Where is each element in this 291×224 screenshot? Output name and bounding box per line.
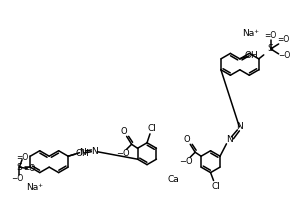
Text: =O: =O bbox=[278, 35, 290, 45]
Text: =O: =O bbox=[265, 30, 277, 39]
Text: Na⁺: Na⁺ bbox=[242, 28, 259, 38]
Text: Na⁺: Na⁺ bbox=[26, 183, 43, 192]
Text: Cl: Cl bbox=[211, 182, 220, 191]
Text: −O: −O bbox=[11, 174, 24, 183]
Text: −O: −O bbox=[180, 157, 193, 166]
Text: Cl: Cl bbox=[148, 124, 156, 133]
Text: Ca: Ca bbox=[168, 175, 180, 184]
Text: −O: −O bbox=[116, 149, 129, 158]
Text: O: O bbox=[184, 135, 191, 144]
Text: N: N bbox=[91, 147, 98, 156]
Text: S: S bbox=[17, 163, 22, 172]
Text: N: N bbox=[79, 148, 86, 157]
Text: OH: OH bbox=[75, 149, 89, 158]
Text: −O: −O bbox=[278, 51, 291, 60]
Text: OH: OH bbox=[245, 51, 259, 60]
Text: =O: =O bbox=[17, 153, 29, 162]
Text: O: O bbox=[120, 127, 127, 136]
Text: =O: =O bbox=[23, 164, 35, 173]
Text: N: N bbox=[226, 135, 233, 144]
Text: N: N bbox=[236, 122, 243, 131]
Text: S: S bbox=[268, 44, 274, 54]
